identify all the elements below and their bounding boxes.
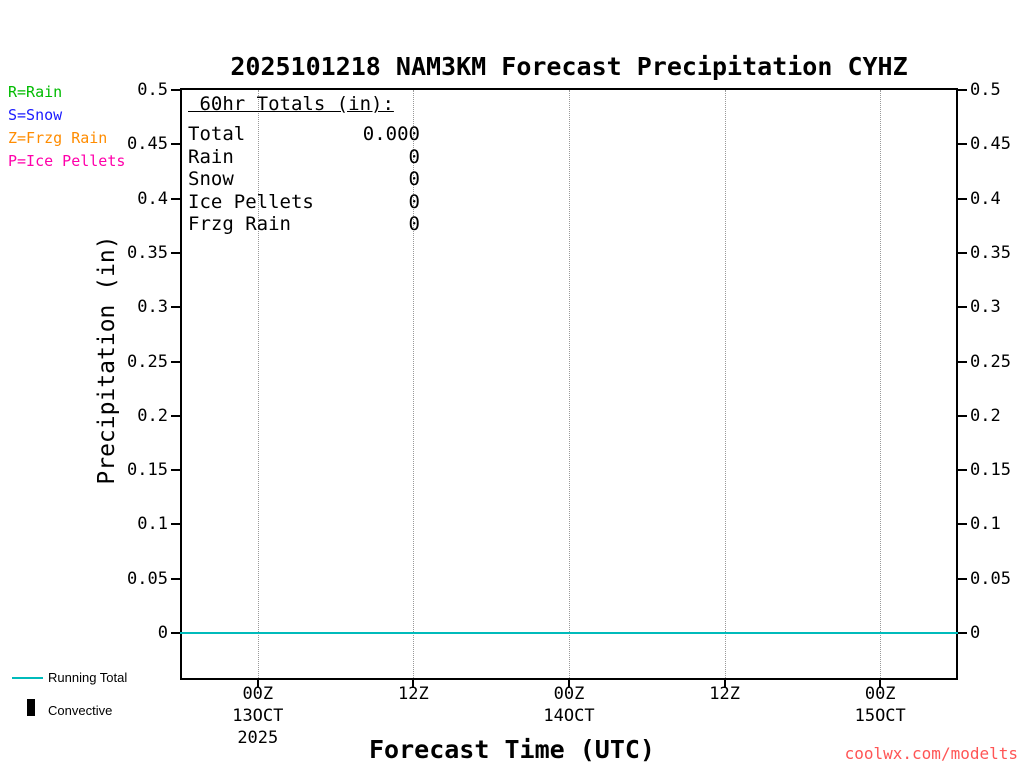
x-tick-date-label: 14OCT — [543, 706, 595, 726]
totals-row-label: Frzg Rain — [188, 213, 291, 236]
totals-row: Ice Pellets 0 — [188, 191, 420, 214]
y-tick-label-right: 0.45 — [970, 134, 1011, 155]
y-tick-label-right: 0 — [970, 623, 981, 643]
legend-swatch-line — [12, 677, 43, 679]
y-tickmark-left — [171, 89, 180, 91]
y-tickmark-left — [171, 360, 180, 363]
x-tick-date-label: 15OCT — [854, 706, 906, 726]
totals-row-label: Rain — [188, 145, 234, 168]
y-tickmark-right — [958, 632, 967, 634]
y-tickmark-right — [958, 523, 967, 526]
y-tick-label-right: 0.2 — [970, 405, 1001, 426]
totals-row: Frzg Rain 0 — [188, 213, 420, 236]
x-tick-label: 12Z — [709, 684, 740, 704]
precip-type-legend-item: P=Ice Pellets — [8, 152, 126, 170]
y-tick-label-left: 0.2 — [137, 405, 168, 426]
y-tick-label-left: 0.1 — [137, 514, 168, 535]
y-tickmark-left — [171, 577, 180, 580]
x-gridline — [880, 90, 882, 678]
chart-title: 2025101218 NAM3KM Forecast Precipitation… — [230, 52, 908, 81]
totals-row-label: Total — [188, 123, 246, 145]
totals-row-value: 0 — [408, 168, 420, 191]
totals-row-value: 0 — [408, 190, 420, 213]
y-tickmark-left — [171, 306, 180, 309]
totals-row-value: 0 — [408, 213, 420, 236]
y-tick-label-right: 0.3 — [970, 297, 1001, 318]
x-tick-label: 12Z — [398, 684, 429, 704]
totals-row-label: Snow — [188, 168, 234, 191]
totals-row: Total 0.000 — [188, 123, 420, 146]
y-tick-label-right: 0.35 — [970, 242, 1011, 263]
y-tickmark-right — [958, 143, 967, 146]
totals-row-value: 0 — [408, 145, 420, 168]
y-tickmark-right — [958, 89, 967, 91]
y-tick-label-left: 0 — [157, 623, 168, 643]
x-tickmark — [568, 680, 570, 688]
y-tick-label-right: 0.15 — [970, 460, 1011, 481]
x-tickmark — [723, 680, 726, 688]
y-tick-label-left: 0.4 — [137, 188, 168, 209]
y-tickmark-left — [171, 523, 180, 526]
x-tickmark — [879, 680, 882, 688]
x-tick-label: 00Z — [864, 684, 896, 704]
precip-type-legend-item: R=Rain — [8, 83, 63, 101]
y-tickmark-right — [958, 469, 967, 472]
y-tickmark-left — [171, 414, 180, 417]
totals-row-label: Ice Pellets — [188, 190, 314, 213]
precip-type-legend: R=Rain S=Snow Z=Frzg Rain P=Ice Pellets — [8, 81, 125, 173]
y-tickmark-left — [171, 632, 180, 634]
y-tick-label-left: 0.25 — [127, 351, 168, 372]
x-tick-label: 00Z — [242, 684, 274, 704]
y-tick-label-left: 0.5 — [137, 80, 168, 100]
y-tickmark-right — [958, 414, 967, 417]
y-tick-label-right: 0.05 — [970, 568, 1011, 589]
x-gridline — [724, 90, 726, 678]
y-tickmark-left — [171, 251, 180, 254]
y-tickmark-right — [958, 306, 967, 309]
y-tick-label-left: 0.15 — [127, 460, 168, 481]
x-tickmark — [412, 680, 415, 688]
totals-row: Snow 0 — [188, 168, 420, 191]
x-gridline — [257, 90, 259, 678]
totals-row-value: 0.000 — [362, 123, 420, 145]
totals-rows: Total 0.000 Rain 0 Snow 0 Ice Pellets 0 Frzg Rai… — [188, 123, 420, 236]
watermark-text: coolwx.com/modelts — [844, 744, 1018, 763]
y-tickmark-left — [171, 143, 180, 146]
totals-row: Rain 0 — [188, 146, 420, 169]
totals-box: 60hr Totals (in): Total 0.000 Rain 0 Snow 0 Ic… — [188, 93, 420, 236]
totals-heading: 60hr Totals (in): — [188, 93, 394, 115]
y-tickmark-right — [958, 251, 967, 254]
x-tickmark — [256, 680, 259, 688]
y-tick-label-right: 0.5 — [970, 80, 1001, 100]
y-tickmark-right — [958, 577, 967, 580]
x-tick-year-label: 2025 — [237, 728, 279, 748]
y-tick-label-left: 0.35 — [127, 242, 168, 263]
y-tick-label-right: 0.1 — [970, 514, 1001, 535]
plot-frame — [180, 88, 958, 680]
y-tick-label-left: 0.3 — [137, 297, 168, 318]
legend-swatch-bar — [27, 699, 35, 716]
legend-label: Convective — [48, 703, 113, 718]
y-tickmark-left — [171, 469, 180, 472]
y-tickmark-right — [958, 197, 967, 200]
x-tick-label: 00Z — [553, 684, 585, 704]
legend-label: Running Total — [48, 670, 128, 685]
y-tickmark-left — [171, 197, 180, 200]
y-tick-label-right: 0.25 — [970, 351, 1011, 372]
y-tick-label-left: 0.05 — [127, 568, 168, 589]
x-axis-label: Forecast Time (UTC) — [369, 735, 655, 764]
precip-type-legend-item: S=Snow — [8, 106, 63, 124]
x-gridline — [413, 90, 415, 678]
y-tick-label-right: 0.4 — [970, 188, 1001, 209]
y-tick-label-left: 0.45 — [127, 134, 168, 155]
y-tickmark-right — [958, 360, 967, 363]
x-gridline — [569, 90, 570, 678]
precip-type-legend-item: Z=Frzg Rain — [8, 129, 108, 147]
x-tick-date-label: 13OCT — [232, 706, 284, 726]
